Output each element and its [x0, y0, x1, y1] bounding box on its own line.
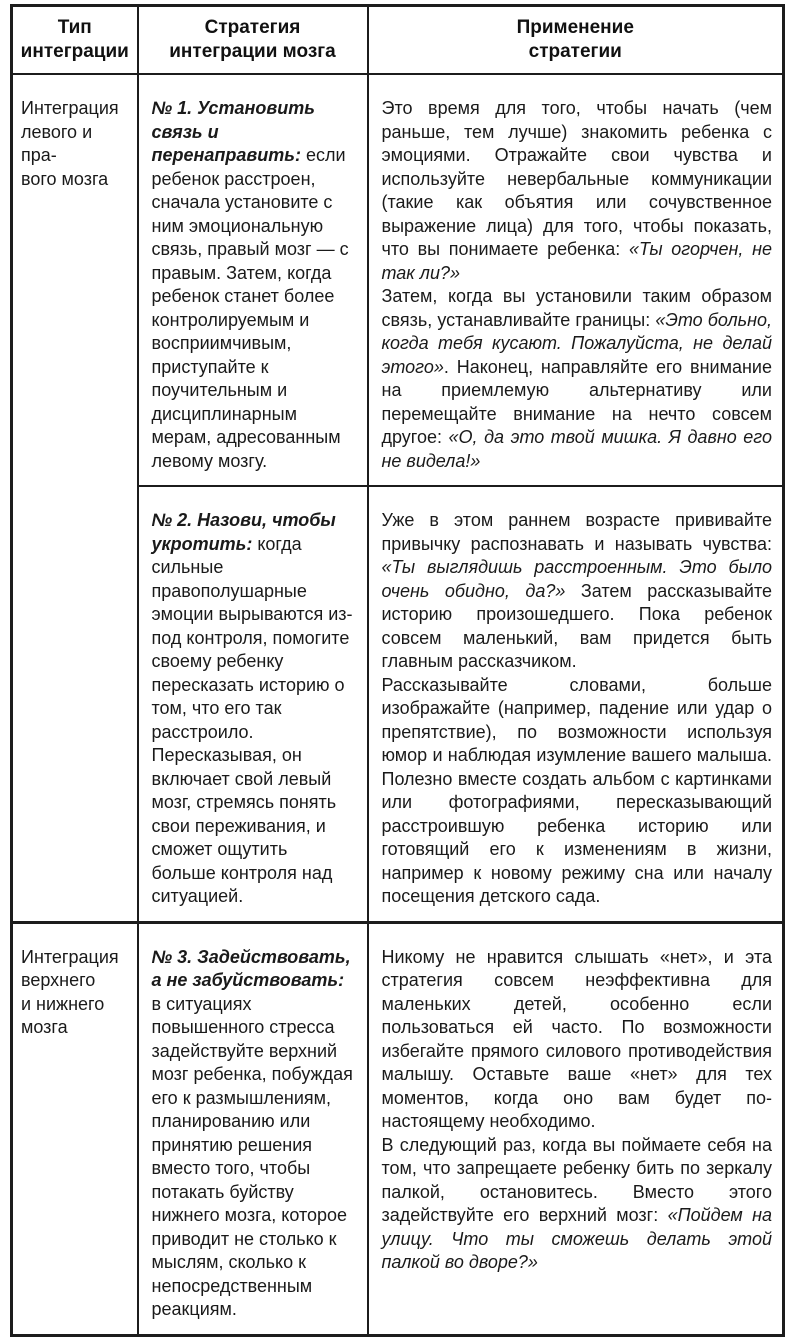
table-row: Интеграция левого и пра- вого мозга № 1. … [10, 73, 785, 923]
body-text: если ребенок расстроен, сначала установи… [151, 145, 349, 471]
table-header: Тип интеграции Стратегия интеграции мозг… [10, 4, 785, 75]
body-text: . Наконец, направляйте его внимание на п… [381, 356, 773, 448]
body-text: Это время для того, чтобы начать (чем ра… [381, 98, 773, 259]
body-text: Затем рассказывайте историю произошедшег… [381, 580, 773, 672]
body-text: в ситуациях повышенного стресса задейств… [151, 993, 353, 1320]
header-row: Тип интеграции Стратегия интеграции мозг… [10, 4, 785, 75]
cell-application: Это время для того, чтобы начать (чем ра… [366, 73, 785, 487]
cell-integration-type: Интеграция верхнего и нижнего мозга [10, 920, 139, 1336]
cell-integration-type: Интеграция левого и пра- вого мозга [10, 73, 139, 923]
table-row: Интеграция верхнего и нижнего мозга № 3. … [10, 920, 785, 1336]
table-row: № 2. Назови, чтобы укротить: когда сильн… [12, 485, 785, 923]
application-paragraph: Никому не нравится слышать «нет», и эта … [382, 946, 773, 1134]
body-text: когда сильные правополушарные эмоции выр… [151, 533, 353, 907]
header-application: Применение стратегии [366, 4, 785, 75]
strategy-paragraph: № 3. Задействовать, а не забуйствовать: … [152, 946, 357, 1322]
book-page: Тип интеграции Стратегия интеграции мозг… [10, 4, 785, 1337]
application-paragraph: Затем, когда вы установили таким образом… [382, 285, 773, 473]
body-text: Рассказывайте словами, больше изображайт… [381, 674, 773, 907]
body-text: Уже в этом раннем возрасте прививайте пр… [381, 510, 773, 554]
quoted-speech-text: «О, да это твой мишка. Я давно его не ви… [381, 427, 772, 471]
table-body: Интеграция левого и пра- вого мозга № 1. … [10, 73, 785, 1336]
quoted-speech-text: «Это больно, когда тебя кусают. Пожалуйс… [381, 309, 773, 377]
strategy-paragraph: № 1. Установить связь и перенаправить: е… [152, 97, 357, 473]
cell-strategy: № 3. Задействовать, а не забуйствовать: … [136, 920, 369, 1336]
cell-strategy: № 1. Установить связь и перенаправить: е… [136, 73, 369, 487]
application-paragraph: Рассказывайте словами, больше изображайт… [382, 674, 773, 909]
body-text: Затем, когда вы установили таким образом… [381, 286, 773, 330]
quoted-speech-text: «Ты огорчен, не так ли?» [381, 239, 773, 283]
header-strategy: Стратегия интеграции мозга [136, 4, 369, 75]
application-paragraph: Это время для того, чтобы начать (чем ра… [382, 97, 773, 285]
cell-application: Никому не нравится слышать «нет», и эта … [366, 920, 785, 1336]
cell-application: Уже в этом раннем возрасте прививайте пр… [366, 485, 785, 923]
cell-strategy: № 2. Назови, чтобы укротить: когда сильн… [136, 485, 369, 923]
quoted-speech-text: «Ты выглядишь расстроенным. Это было оче… [381, 557, 773, 601]
strategy-title-text: № 1. Установить связь и перенаправить: [151, 98, 315, 165]
body-text: Никому не нравится слышать «нет», и эта … [381, 946, 773, 1132]
application-paragraph: Уже в этом раннем возрасте прививайте пр… [382, 509, 773, 674]
application-paragraph: В следующий раз, когда вы поймаете себя … [382, 1134, 773, 1275]
strategy-title-text: № 3. Задействовать, а не забуйствовать: [151, 946, 351, 991]
header-integration-type: Тип интеграции [10, 4, 139, 75]
strategy-paragraph: № 2. Назови, чтобы укротить: когда сильн… [152, 509, 357, 909]
strategy-title-text: № 2. Назови, чтобы укротить: [151, 510, 336, 554]
